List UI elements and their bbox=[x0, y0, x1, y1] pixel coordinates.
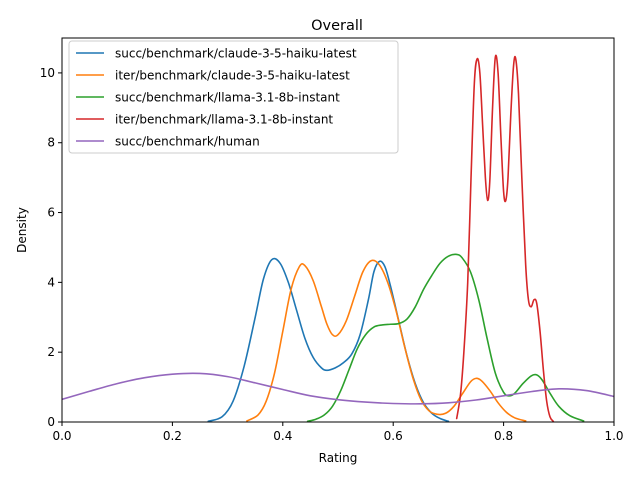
series-line-4 bbox=[455, 54, 555, 422]
series-line-5 bbox=[62, 372, 614, 405]
x-tick-label: 0.4 bbox=[273, 429, 292, 443]
legend-label: iter/benchmark/llama-3.1-8b-instant bbox=[115, 113, 333, 127]
series-layer bbox=[62, 54, 614, 422]
x-tick-label: 0.2 bbox=[163, 429, 182, 443]
y-tick-label: 2 bbox=[47, 345, 55, 359]
legend-label: iter/benchmark/claude-3-5-haiku-latest bbox=[115, 69, 350, 83]
legend-label: succ/benchmark/claude-3-5-haiku-latest bbox=[115, 47, 357, 61]
legend: succ/benchmark/claude-3-5-haiku-latest it… bbox=[68, 40, 399, 154]
y-tick-label: 8 bbox=[47, 136, 55, 150]
y-tick-label: 10 bbox=[40, 66, 55, 80]
series-line-2 bbox=[246, 259, 527, 422]
legend-box bbox=[68, 40, 399, 154]
series-line-3 bbox=[306, 253, 585, 422]
y-axis-ticks: 0 2 4 6 8 10 bbox=[40, 66, 62, 429]
y-tick-label: 4 bbox=[47, 275, 55, 289]
legend-label: succ/benchmark/llama-3.1-8b-instant bbox=[115, 91, 340, 105]
chart-title: Overall bbox=[311, 18, 363, 34]
y-tick-label: 0 bbox=[47, 415, 55, 429]
x-tick-label: 0.6 bbox=[384, 429, 403, 443]
plot-frame bbox=[61, 37, 615, 423]
x-axis-ticks: 0.0 0.2 0.4 0.6 0.8 1.0 bbox=[52, 422, 624, 443]
x-axis-label: Rating bbox=[319, 451, 358, 465]
x-tick-label: 0.8 bbox=[494, 429, 513, 443]
x-tick-label: 0.0 bbox=[52, 429, 71, 443]
y-tick-label: 6 bbox=[47, 206, 55, 220]
legend-label: succ/benchmark/human bbox=[115, 135, 260, 149]
plot-area bbox=[61, 37, 615, 423]
y-axis-label: Density bbox=[15, 207, 29, 253]
x-tick-label: 1.0 bbox=[604, 429, 623, 443]
